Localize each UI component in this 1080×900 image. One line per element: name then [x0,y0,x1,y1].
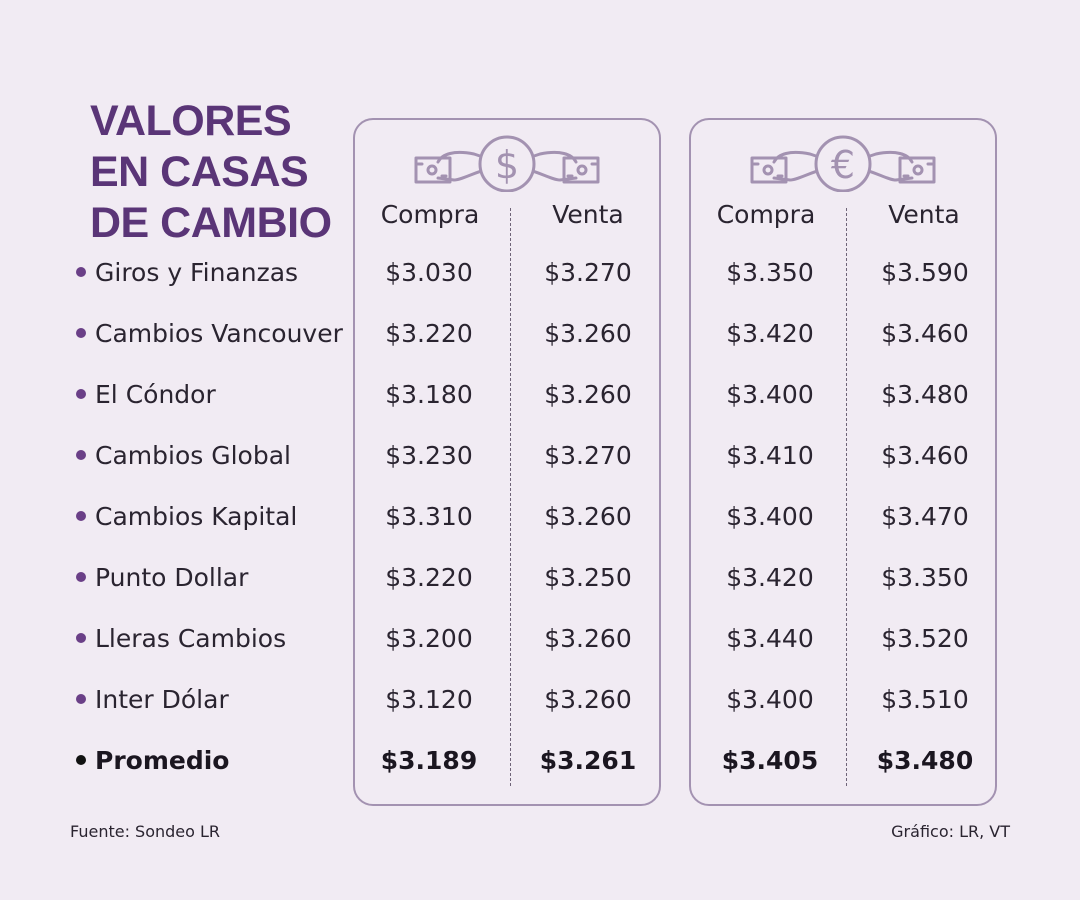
page-title: VALORES EN CASAS DE CAMBIO [90,96,332,249]
euro-icon: € [750,135,936,192]
title-line-1: VALORES [90,97,292,145]
euro-sell-average: $3.480 [876,746,974,775]
dollar-panel: $ Compra Venta [353,118,661,806]
euro-buy-value: $3.400 [726,685,814,714]
table-row: Cambios Kapital $3.310 $3.260 $3.400 $3.… [0,502,1080,542]
euro-buy-value: $3.400 [726,380,814,409]
euro-sell-value: $3.350 [881,563,969,592]
dollar-sell-value: $3.260 [544,685,632,714]
dollar-sell-average: $3.261 [539,746,637,775]
exchange-house-name: Lleras Cambios [76,624,286,653]
svg-text:$: $ [495,143,519,187]
euro-buy-average: $3.405 [721,746,819,775]
euro-buy-value: $3.410 [726,441,814,470]
bullet-icon [76,328,86,338]
table-row: El Cóndor $3.180 $3.260 $3.400 $3.480 [0,380,1080,420]
bullet-icon [76,267,86,277]
dollar-sell-value: $3.270 [544,441,632,470]
table-row: Cambios Vancouver $3.220 $3.260 $3.420 $… [0,319,1080,359]
svg-text:€: € [831,143,855,187]
exchange-house-name: El Cóndor [76,380,216,409]
bullet-icon [76,633,86,643]
average-label: Promedio [76,746,229,775]
bullet-icon [76,755,86,765]
dollar-sell-value: $3.260 [544,380,632,409]
dollar-column-divider [510,208,511,786]
dollar-sell-value: $3.260 [544,502,632,531]
table-row: Lleras Cambios $3.200 $3.260 $3.440 $3.5… [0,624,1080,664]
dollar-buy-value: $3.310 [385,502,473,531]
euro-sell-value: $3.480 [881,380,969,409]
exchange-house-name: Cambios Vancouver [76,319,343,348]
euro-exchange-illustration: € [691,132,995,192]
bullet-icon [76,694,86,704]
dollar-buy-average: $3.189 [380,746,478,775]
table-row: Giros y Finanzas $3.030 $3.270 $3.350 $3… [0,258,1080,298]
dollar-buy-value: $3.120 [385,685,473,714]
bullet-icon [76,572,86,582]
title-line-3: DE CAMBIO [90,199,332,247]
exchange-house-name: Punto Dollar [76,563,248,592]
dollar-buy-value: $3.220 [385,319,473,348]
euro-panel: € Compra Venta [689,118,997,806]
euro-sell-value: $3.510 [881,685,969,714]
table-row: Cambios Global $3.230 $3.270 $3.410 $3.4… [0,441,1080,481]
euro-buy-value: $3.420 [726,563,814,592]
table-row: Punto Dollar $3.220 $3.250 $3.420 $3.350 [0,563,1080,603]
euro-sell-value: $3.590 [881,258,969,287]
exchange-house-name: Cambios Global [76,441,291,470]
dollar-sell-header: Venta [552,200,624,229]
dollar-exchange-illustration: $ [355,132,659,192]
euro-buy-header: Compra [716,200,816,229]
dollar-buy-value: $3.030 [385,258,473,287]
euro-sell-value: $3.520 [881,624,969,653]
bullet-icon [76,450,86,460]
dollar-buy-value: $3.200 [385,624,473,653]
euro-sell-value: $3.460 [881,319,969,348]
euro-sell-header: Venta [888,200,960,229]
exchange-house-name: Inter Dólar [76,685,229,714]
source-note: Fuente: Sondeo LR [70,822,221,841]
euro-buy-value: $3.350 [726,258,814,287]
euro-sell-value: $3.460 [881,441,969,470]
euro-buy-value: $3.420 [726,319,814,348]
dollar-buy-value: $3.220 [385,563,473,592]
dollar-buy-value: $3.230 [385,441,473,470]
dollar-sell-value: $3.260 [544,624,632,653]
exchange-house-name: Cambios Kapital [76,502,297,531]
table-row: Inter Dólar $3.120 $3.260 $3.400 $3.510 [0,685,1080,725]
euro-sell-value: $3.470 [881,502,969,531]
dollar-buy-header: Compra [380,200,480,229]
euro-buy-value: $3.400 [726,502,814,531]
bullet-icon [76,389,86,399]
exchange-house-name: Giros y Finanzas [76,258,298,287]
dollar-sell-value: $3.270 [544,258,632,287]
dollar-sell-value: $3.260 [544,319,632,348]
bullet-icon [76,511,86,521]
average-row: Promedio $3.189 $3.261 $3.405 $3.480 [0,746,1080,786]
euro-column-divider [846,208,847,786]
dollar-sell-value: $3.250 [544,563,632,592]
dollar-icon: $ [414,135,600,192]
euro-buy-value: $3.440 [726,624,814,653]
title-line-2: EN CASAS [90,148,309,196]
dollar-buy-value: $3.180 [385,380,473,409]
credit-note: Gráfico: LR, VT [891,822,1010,841]
